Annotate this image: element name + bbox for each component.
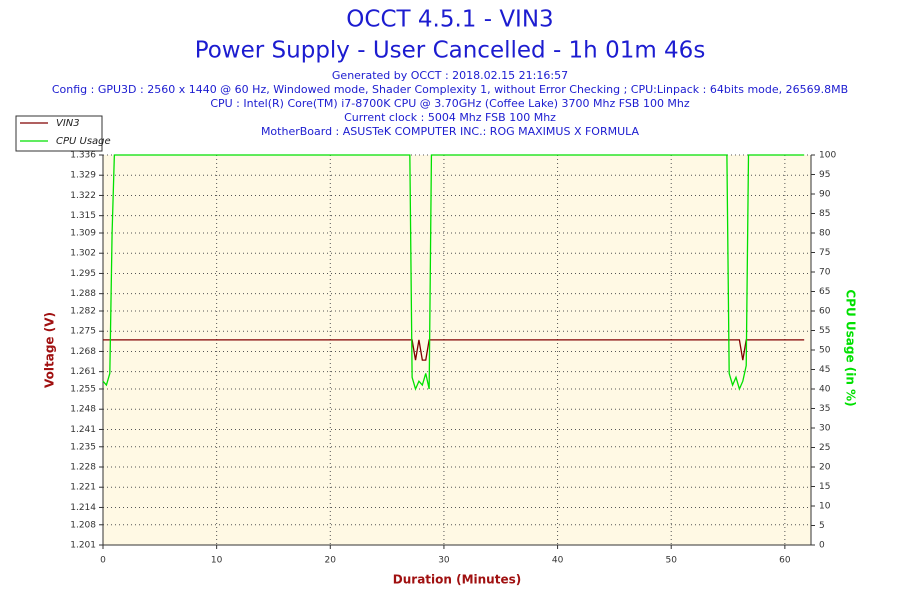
y2-tick-label: 45	[819, 365, 830, 375]
plot-area	[103, 155, 811, 545]
y-tick-label: 1.288	[70, 289, 96, 299]
y-tick-label: 1.201	[70, 541, 96, 551]
info-line: Config : GPU3D : 2560 x 1440 @ 60 Hz, Wi…	[52, 83, 848, 96]
chart-title: OCCT 4.5.1 - VIN3	[346, 7, 553, 33]
y-tick-label: 1.315	[70, 211, 96, 221]
x-tick-label: 10	[211, 556, 223, 566]
info-line: MotherBoard : ASUSTeK COMPUTER INC.: ROG…	[261, 125, 640, 138]
y-tick-label: 1.248	[70, 405, 96, 415]
y-tick-label: 1.228	[70, 463, 96, 473]
y2-tick-label: 95	[819, 170, 830, 180]
y2-tick-label: 80	[819, 229, 831, 239]
y2-tick-label: 75	[819, 248, 830, 258]
y-tick-label: 1.309	[70, 229, 96, 239]
x-tick-label: 60	[779, 556, 791, 566]
legend-label: CPU Usage	[56, 136, 111, 147]
y2-tick-label: 85	[819, 209, 830, 219]
y-tick-label: 1.241	[70, 425, 96, 435]
y-tick-label: 1.322	[70, 191, 96, 201]
y-tick-label: 1.214	[70, 503, 96, 513]
y-tick-label: 1.235	[70, 442, 96, 452]
y-axis-label: Voltage (V)	[43, 312, 57, 388]
x-tick-label: 20	[325, 556, 337, 566]
y2-axis-label: CPU Usage (in %)	[844, 289, 858, 406]
y-tick-label: 1.261	[70, 367, 96, 377]
y2-tick-label: 50	[819, 346, 831, 356]
y2-tick-label: 70	[819, 268, 831, 278]
y2-tick-label: 30	[819, 424, 831, 434]
y-tick-label: 1.275	[70, 327, 96, 337]
y2-tick-label: 90	[819, 190, 831, 200]
y2-tick-label: 65	[819, 287, 830, 297]
y2-tick-label: 25	[819, 443, 830, 453]
x-tick-label: 40	[552, 556, 564, 566]
y2-tick-label: 10	[819, 502, 831, 512]
y-tick-label: 1.302	[70, 249, 96, 259]
y2-tick-label: 35	[819, 404, 830, 414]
y2-tick-label: 60	[819, 307, 831, 317]
legend-box	[15, 115, 103, 152]
y-tick-label: 1.208	[70, 520, 96, 530]
info-line: Current clock : 5004 Mhz FSB 100 Mhz	[344, 111, 556, 124]
y-tick-label: 1.268	[70, 347, 96, 357]
y2-tick-label: 5	[819, 521, 825, 531]
y-tick-label: 1.336	[70, 151, 96, 161]
y2-tick-label: 55	[819, 326, 830, 336]
legend-label: VIN3	[56, 118, 80, 129]
info-line: Generated by OCCT : 2018.02.15 21:16:57	[332, 69, 568, 82]
y2-tick-label: 0	[819, 541, 825, 551]
chart-subtitle: Power Supply - User Cancelled - 1h 01m 4…	[195, 38, 706, 64]
y-tick-label: 1.295	[70, 269, 96, 279]
y2-tick-label: 40	[819, 385, 831, 395]
y-tick-label: 1.221	[70, 483, 96, 493]
y-tick-label: 1.255	[70, 385, 96, 395]
y2-tick-label: 100	[819, 151, 836, 161]
y-tick-label: 1.329	[70, 171, 96, 181]
x-axis-label: Duration (Minutes)	[393, 573, 521, 587]
y2-tick-label: 20	[819, 463, 831, 473]
y2-tick-label: 15	[819, 482, 830, 492]
x-tick-label: 0	[100, 556, 106, 566]
x-tick-label: 50	[665, 556, 677, 566]
x-tick-label: 30	[438, 556, 450, 566]
series-line	[102, 154, 805, 391]
y-tick-label: 1.282	[70, 307, 96, 317]
info-line: CPU : Intel(R) Core(TM) i7-8700K CPU @ 3…	[210, 97, 690, 110]
